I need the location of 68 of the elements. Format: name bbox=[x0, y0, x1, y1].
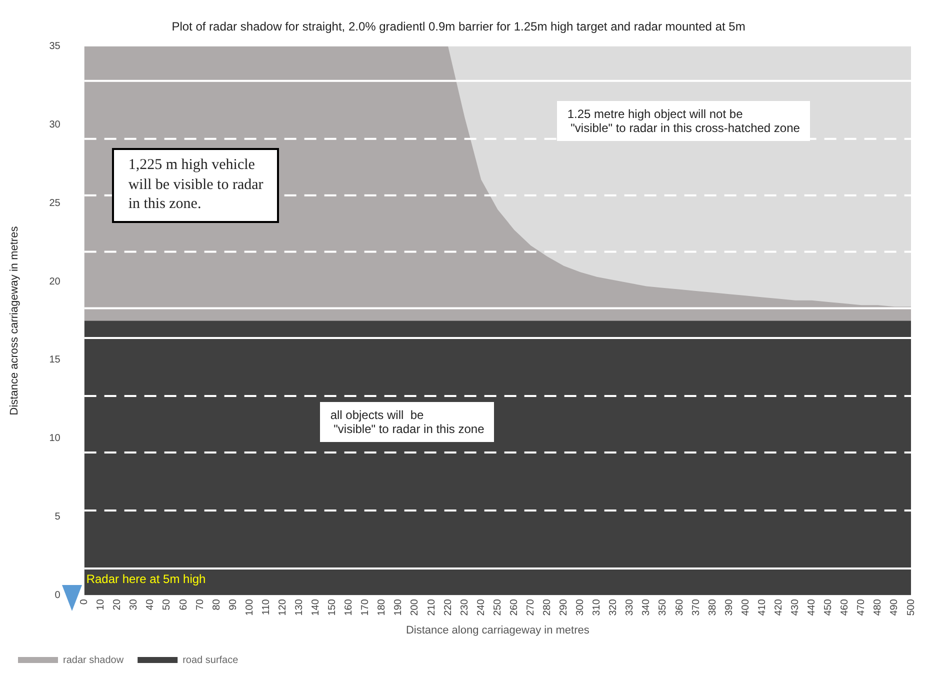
y-tick-label: 10 bbox=[49, 433, 61, 444]
x-tick-label: 430 bbox=[790, 598, 802, 616]
x-tick-label: 210 bbox=[426, 598, 438, 616]
x-tick-label: 90 bbox=[228, 598, 239, 610]
legend-label: road surface bbox=[182, 654, 239, 666]
x-tick-label: 350 bbox=[658, 598, 669, 616]
x-tick-label: 410 bbox=[756, 598, 768, 616]
x-tick-label: 320 bbox=[608, 598, 620, 616]
x-tick-label: 20 bbox=[112, 598, 124, 610]
x-tick-label: 330 bbox=[624, 598, 636, 616]
x-tick-label: 400 bbox=[740, 598, 752, 616]
x-tick-label: 230 bbox=[459, 598, 470, 616]
y-tick-label: 25 bbox=[49, 198, 61, 209]
x-tick-label: 50 bbox=[162, 598, 173, 610]
x-tick-label: 420 bbox=[773, 598, 784, 616]
y-tick-label: 20 bbox=[49, 276, 61, 288]
annotation: all objects will be "visible" to radar in this zone bbox=[320, 402, 494, 442]
x-tick-label: 70 bbox=[194, 598, 206, 610]
x-tick-label: 290 bbox=[558, 598, 570, 616]
x-tick-label: 0 bbox=[79, 598, 90, 605]
annotation: 1.25 metre high object will not be "visible" to radar in this cross-hatched zone bbox=[557, 101, 810, 142]
x-tick-label: 180 bbox=[376, 598, 388, 616]
x-tick-label: 310 bbox=[592, 598, 603, 616]
x-tick-label: 500 bbox=[906, 598, 917, 616]
x-tick-label: 250 bbox=[492, 598, 504, 616]
y-axis-title: Distance across carriageway in metres bbox=[8, 226, 21, 416]
x-tick-label: 240 bbox=[476, 598, 487, 616]
legend-label: radar shadow bbox=[63, 654, 124, 666]
x-tick-label: 40 bbox=[145, 598, 156, 610]
x-tick-label: 300 bbox=[575, 598, 586, 616]
x-tick-label: 260 bbox=[508, 598, 520, 616]
x-tick-label: 150 bbox=[327, 598, 338, 616]
chart-title: Plot of radar shadow for straight, 2.0% gradientl 0.9m barrier for 1.25m high target and radar mounted at 5m bbox=[172, 20, 746, 34]
x-tick-label: 190 bbox=[393, 598, 404, 616]
x-tick-label: 10 bbox=[96, 598, 107, 610]
y-tick-label: 5 bbox=[54, 511, 61, 522]
x-axis-title: Distance along carriageway in metres bbox=[406, 624, 590, 636]
x-tick-label: 140 bbox=[310, 598, 322, 616]
annotation: 1,225 m high vehicle will be visible to radar in this zone. bbox=[112, 148, 280, 223]
x-tick-label: 490 bbox=[889, 598, 900, 616]
y-tick-label: 15 bbox=[49, 354, 61, 366]
x-tick-label: 160 bbox=[344, 598, 355, 616]
x-tick-label: 370 bbox=[690, 598, 702, 616]
x-tick-label: 110 bbox=[260, 598, 272, 616]
x-tick-label: 450 bbox=[823, 598, 834, 616]
x-tick-label: 130 bbox=[294, 598, 306, 616]
x-tick-label: 100 bbox=[244, 598, 256, 616]
x-tick-label: 360 bbox=[674, 598, 686, 616]
x-tick-label: 120 bbox=[277, 598, 288, 616]
x-tick-label: 390 bbox=[724, 598, 735, 616]
y-tick-label: 0 bbox=[54, 590, 61, 601]
x-tick-label: 30 bbox=[128, 598, 140, 610]
x-tick-label: 170 bbox=[360, 598, 372, 616]
x-tick-label: 270 bbox=[525, 598, 536, 616]
x-tick-label: 480 bbox=[872, 598, 884, 616]
x-tick-label: 440 bbox=[806, 598, 818, 616]
x-tick-label: 470 bbox=[856, 598, 868, 616]
x-tick-label: 460 bbox=[840, 598, 851, 616]
y-tick-label: 35 bbox=[49, 41, 61, 52]
x-tick-label: 220 bbox=[442, 598, 454, 616]
x-tick-label: 280 bbox=[542, 598, 554, 616]
annotation: Radar here at 5m high bbox=[86, 572, 206, 586]
x-tick-label: 200 bbox=[410, 598, 421, 616]
x-tick-label: 80 bbox=[211, 598, 222, 610]
x-tick-label: 60 bbox=[178, 598, 190, 610]
x-tick-label: 380 bbox=[707, 598, 718, 616]
x-tick-label: 340 bbox=[641, 598, 652, 616]
y-tick-label: 30 bbox=[49, 120, 61, 131]
